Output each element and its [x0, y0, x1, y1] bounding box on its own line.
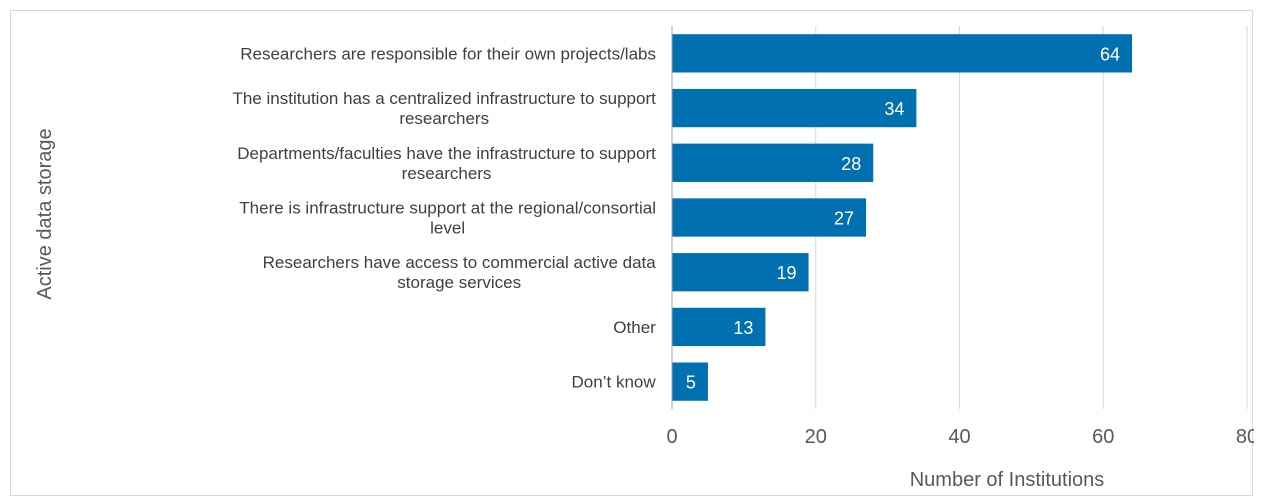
category-label: Researchers are responsible for their ow…	[240, 44, 656, 63]
bar-chart: 64 34 28 27 19 13 5 Researchers are responsibl…	[34, 26, 1258, 491]
bars: 64 34 28 27 19 13 5	[672, 34, 1132, 401]
category-label: Other	[613, 318, 656, 337]
gridlines	[815, 26, 1248, 409]
x-tick-labels: 0 20 40 60 80	[666, 426, 1258, 448]
data-label: 27	[834, 209, 854, 229]
x-tick-label: 20	[805, 426, 827, 448]
x-tick-label: 40	[948, 426, 970, 448]
chart-frame: 64 34 28 27 19 13 5 Researchers are responsibl…	[10, 10, 1258, 496]
bar	[672, 143, 874, 182]
category-label: Researchers have access to commercial ac…	[263, 253, 657, 292]
bar	[672, 253, 809, 292]
category-label: The institution has a centralized infras…	[233, 89, 657, 128]
category-label: Don’t know	[572, 373, 657, 392]
x-tick-label: 0	[666, 426, 677, 448]
bar	[672, 34, 1132, 73]
bar	[672, 362, 708, 401]
data-label: 13	[733, 318, 753, 338]
data-label: 28	[841, 154, 861, 174]
data-label: 34	[884, 99, 904, 119]
y-axis-title: Active data storage	[34, 128, 56, 299]
bar	[672, 88, 917, 128]
bar	[672, 307, 766, 347]
data-label: 64	[1100, 44, 1120, 64]
data-label: 5	[686, 373, 696, 393]
bar	[672, 198, 867, 237]
category-labels: Researchers are responsible for their ow…	[233, 44, 657, 391]
x-axis-title: Number of Institutions	[910, 469, 1105, 491]
x-tick-label: 60	[1092, 426, 1114, 448]
category-label: There is infrastructure support at the r…	[239, 199, 656, 238]
data-label: 19	[777, 263, 797, 283]
category-label: Departments/faculties have the infrastru…	[237, 144, 656, 183]
x-tick-label: 80	[1236, 426, 1254, 448]
